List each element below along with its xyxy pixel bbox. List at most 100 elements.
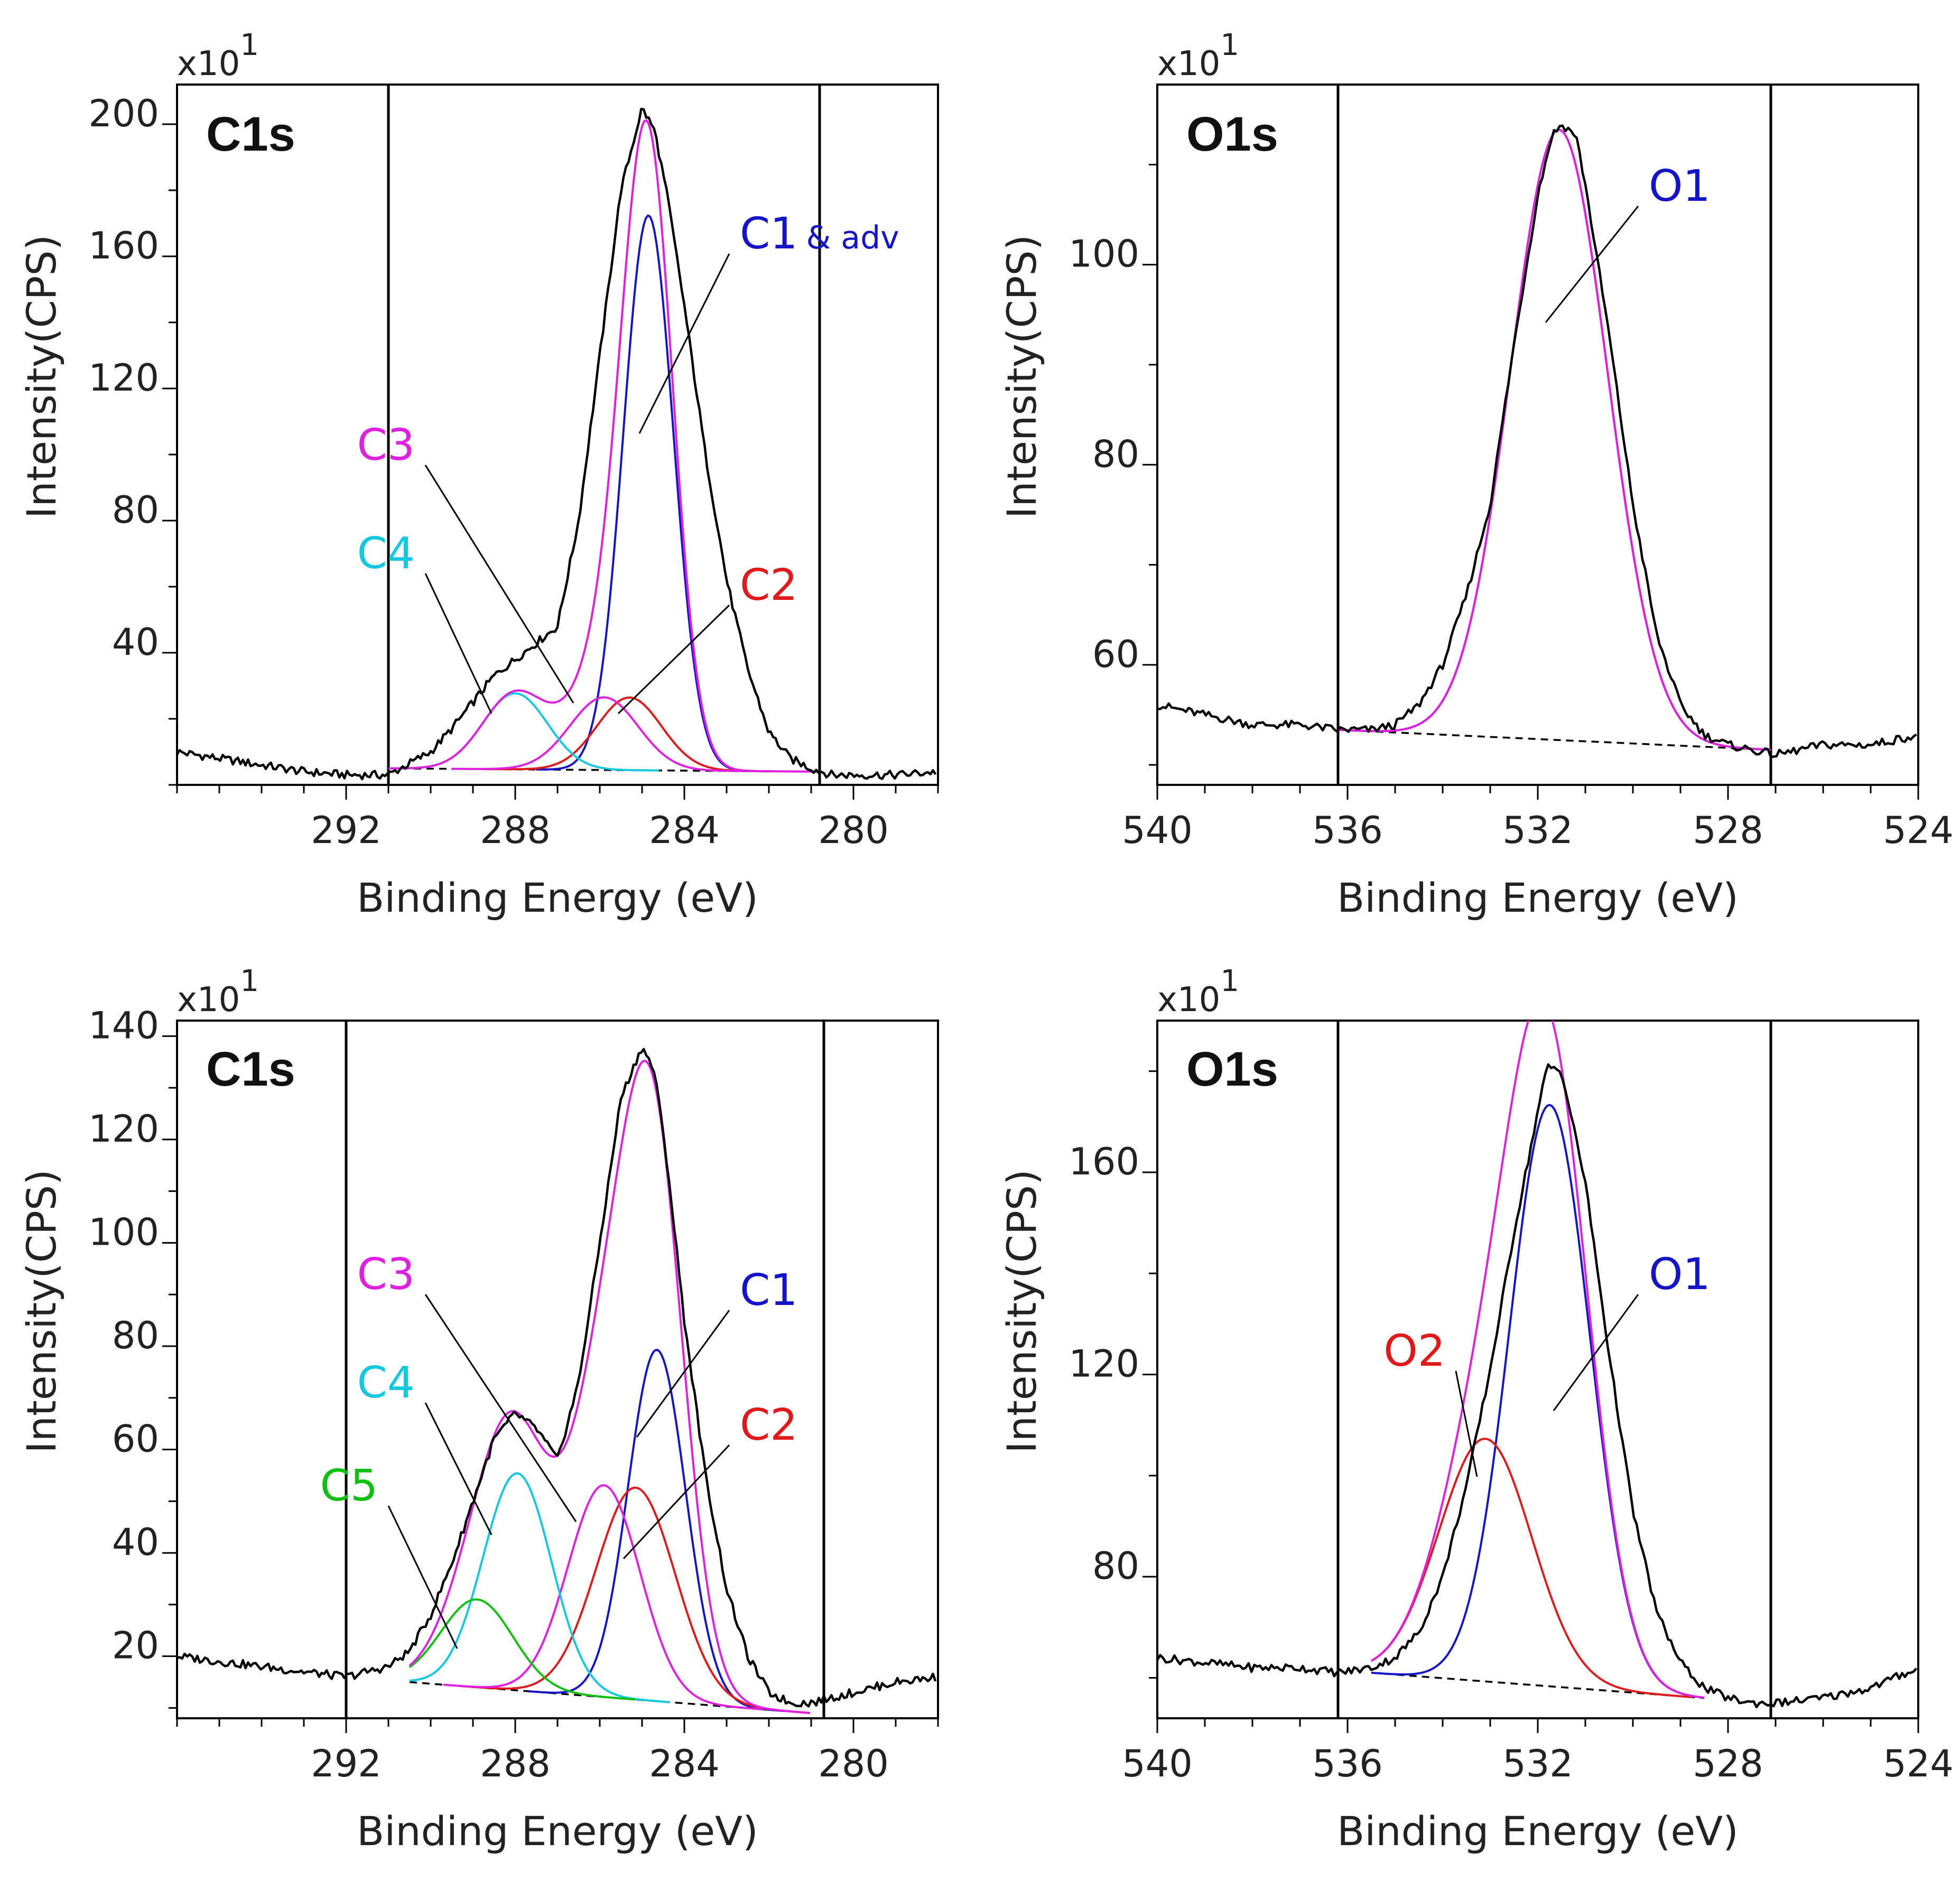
component-label-c4: C4 xyxy=(357,529,415,579)
leader-line-c3 xyxy=(424,1294,577,1522)
component-sublabel: & adv xyxy=(806,219,899,256)
x-tick-label: 280 xyxy=(818,1742,889,1785)
component-label-c2: C2 xyxy=(740,560,797,610)
leader-line-c4 xyxy=(424,573,493,714)
background-line xyxy=(1371,1672,1705,1699)
leader-line-o1 xyxy=(1545,206,1639,323)
measured-spectrum xyxy=(1157,124,1917,758)
panel-title: O1s xyxy=(1186,1042,1278,1096)
y-multiplier-exp: 1 xyxy=(240,28,259,62)
x-axis-label: Binding Energy (eV) xyxy=(1337,1808,1739,1855)
x-tick-label: 540 xyxy=(1122,1742,1193,1785)
x-tick-label: 536 xyxy=(1312,1742,1383,1785)
x-tick-label: 528 xyxy=(1693,1742,1763,1785)
component-label-c2: C2 xyxy=(740,1400,797,1450)
x-axis-label: Binding Energy (eV) xyxy=(1337,874,1739,921)
plot-area xyxy=(177,1048,937,1714)
component-label-o1: O1 xyxy=(1649,161,1711,211)
plot-area xyxy=(1157,1021,1918,1709)
x-tick-label: 284 xyxy=(649,1742,720,1785)
component-peak-c5 xyxy=(408,1598,636,1701)
y-axis-label: Intensity(CPS) xyxy=(998,1169,1045,1453)
y-tick-label: 40 xyxy=(112,621,159,664)
component-peak-o1 xyxy=(1342,128,1771,751)
y-multiplier-exp: 1 xyxy=(240,964,259,998)
component-peak-c4 xyxy=(409,1472,670,1703)
component-peak-c1 xyxy=(536,214,760,773)
component-label-c5: C5 xyxy=(320,1461,378,1511)
x-tick-label: 280 xyxy=(818,809,889,852)
component-peak-c3 xyxy=(443,1484,763,1711)
component-label-o1: O1 xyxy=(1649,1249,1711,1300)
leader-line-c3 xyxy=(424,465,574,703)
fit-sum-curve xyxy=(388,119,818,773)
x-tick-label: 288 xyxy=(480,1742,551,1785)
leader-line-c2 xyxy=(623,1444,730,1560)
background-line xyxy=(1337,729,1771,751)
x-tick-label: 524 xyxy=(1883,1742,1954,1785)
chart-c1s-top: x101 292 288 284 280 40 80 120 160 200 Binding Ene… xyxy=(18,28,939,921)
fit-sum-curve xyxy=(1337,128,1771,751)
leader-line-c1 xyxy=(638,253,730,434)
x-tick-label: 292 xyxy=(311,809,382,852)
x-tick-label: 292 xyxy=(311,1742,382,1785)
component-label-c3: C3 xyxy=(357,420,415,470)
y-tick-label: 80 xyxy=(1092,1544,1139,1588)
component-label-o2: O2 xyxy=(1383,1326,1445,1376)
leader-line-o2 xyxy=(1455,1370,1478,1477)
panel-title: O1s xyxy=(1186,107,1278,161)
y-axis-label: Intensity(CPS) xyxy=(18,1169,65,1453)
y-tick-label: 80 xyxy=(1092,432,1139,476)
y-multiplier: x101 xyxy=(1157,28,1239,84)
x-tick-label: 536 xyxy=(1312,809,1383,852)
component-peak-o1 xyxy=(1371,1104,1705,1699)
y-axis-label: Intensity(CPS) xyxy=(18,235,65,518)
x-tick-label: 528 xyxy=(1693,809,1763,852)
y-tick-label: 200 xyxy=(88,92,159,135)
panel-title: C1s xyxy=(206,107,295,161)
y-multiplier: x101 xyxy=(177,28,259,84)
y-tick-label: 40 xyxy=(112,1521,159,1564)
x-tick-label: 532 xyxy=(1502,1742,1573,1785)
plot-area xyxy=(177,107,937,781)
chart-o1s-bottom: x101 540 536 532 528 524 80 120 160 Binding Energ… xyxy=(998,964,1954,1855)
y-multiplier-exp: 1 xyxy=(1220,28,1239,62)
panel-title: C1s xyxy=(206,1042,295,1096)
leader-line-c5 xyxy=(387,1505,458,1649)
chart-c1s-bottom: x101 292 288 284 280 20 40 60 80 100 120 140 Binding… xyxy=(18,964,939,1855)
plot-frame xyxy=(176,84,939,786)
component-label-c4: C4 xyxy=(357,1358,415,1408)
x-tick-label: 524 xyxy=(1883,809,1954,852)
x-tick-label: 288 xyxy=(480,809,551,852)
measured-spectrum xyxy=(177,107,937,781)
y-tick-label: 100 xyxy=(88,1210,159,1254)
y-tick-label: 140 xyxy=(88,1004,159,1047)
component-peak-c2 xyxy=(485,696,773,773)
y-multiplier: x101 xyxy=(177,964,259,1020)
leader-line-c2 xyxy=(617,604,730,715)
x-tick-label: 532 xyxy=(1502,809,1573,852)
chart-o1s-top: x101 540 536 532 528 524 60 80 100 Binding Energy… xyxy=(998,28,1954,921)
component-peak-c1 xyxy=(528,1348,784,1712)
y-tick-label: 120 xyxy=(1069,1342,1139,1386)
component-peak-c3 xyxy=(451,696,756,773)
plot-area xyxy=(1157,124,1917,758)
y-tick-label: 160 xyxy=(1069,1140,1139,1183)
x-tick-label: 540 xyxy=(1122,809,1193,852)
y-axis-label: Intensity(CPS) xyxy=(998,235,1045,518)
x-axis-label: Binding Energy (eV) xyxy=(357,874,758,921)
y-tick-label: 80 xyxy=(112,488,159,532)
y-tick-label: 20 xyxy=(112,1624,159,1668)
component-peak-o2 xyxy=(1370,1438,1693,1698)
x-tick-label: 284 xyxy=(649,809,720,852)
y-tick-label: 120 xyxy=(88,356,159,400)
component-peak-c2 xyxy=(459,1486,810,1714)
y-multiplier: x101 xyxy=(1157,964,1239,1020)
y-multiplier-exp: 1 xyxy=(1220,964,1239,998)
y-tick-label: 160 xyxy=(88,224,159,267)
fit-sum-curve xyxy=(1370,1021,1705,1699)
leader-line-c1 xyxy=(636,1310,730,1438)
y-tick-label: 80 xyxy=(112,1314,159,1357)
y-tick-label: 120 xyxy=(88,1107,159,1151)
leader-line-c4 xyxy=(424,1402,493,1535)
